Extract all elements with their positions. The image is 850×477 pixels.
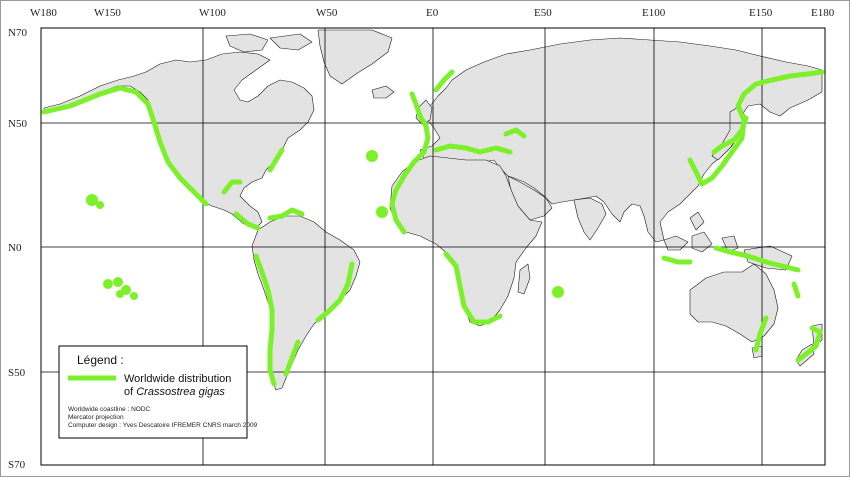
distribution-layer — [41, 69, 825, 387]
lon-label-e50: E50 — [534, 7, 552, 19]
madagascar-landmass — [517, 263, 531, 295]
iceland-landmass — [371, 85, 395, 99]
lat-label-s70: S70 — [8, 459, 26, 471]
lon-label-w150: W150 — [94, 7, 121, 19]
legend-entry-line1: Worldwide distribution — [124, 373, 231, 385]
legend-credit-coastline: Worldwide coastline : NODC — [68, 406, 151, 413]
distribution-east-australia — [753, 281, 801, 353]
arctic-islands-landmass — [225, 33, 313, 53]
distribution-indonesia-png — [661, 245, 801, 273]
lat-label-n50: N50 — [8, 118, 27, 130]
legend-credit-design: Computer design : Yves Descatoire IFREME… — [68, 422, 258, 429]
distribution-scandinavia — [433, 69, 455, 93]
distribution-us-east-coast — [267, 147, 285, 173]
distribution-islands — [86, 150, 564, 300]
lon-label-e180: E180 — [811, 7, 835, 19]
legend-credit-projection: Mercator projection — [68, 414, 124, 421]
legend-box: Légend : Worldwide distribution of Crass… — [58, 345, 258, 439]
longitude-labels: W180 W150 W100 W50 E0 E50 E100 E150 E180 — [30, 7, 835, 19]
distribution-caribbean — [267, 207, 305, 221]
lon-label-w100: W100 — [199, 7, 226, 19]
distribution-central-america — [233, 211, 261, 231]
legend-entry-line2: of Crassostrea gigas — [124, 386, 225, 398]
distribution-new-zealand — [795, 325, 823, 363]
land-masses — [43, 29, 823, 391]
eurasia-landmass — [419, 37, 823, 243]
distribution-western-europe — [389, 91, 431, 235]
distribution-gulf-of-mexico — [221, 179, 243, 195]
distribution-reunion — [552, 286, 564, 298]
distribution-polynesia-5 — [116, 290, 124, 298]
australia-landmass — [689, 263, 779, 343]
distribution-black-sea — [503, 127, 527, 139]
distribution-korea-japan — [711, 115, 749, 155]
lon-label-e150: E150 — [749, 7, 773, 19]
southeast-asia-islands-landmass — [663, 211, 793, 271]
distribution-polynesia-4 — [130, 292, 138, 300]
distribution-west-africa — [443, 251, 503, 325]
lon-label-e0: E0 — [426, 7, 439, 19]
distribution-cape-verde — [376, 206, 388, 218]
lat-label-s50: S50 — [8, 367, 26, 379]
distribution-mediterranean — [433, 143, 513, 155]
lon-label-e100: E100 — [642, 7, 666, 19]
lat-label-n0: N0 — [8, 242, 22, 254]
distribution-hawaii — [86, 194, 98, 206]
greenland-landmass — [317, 29, 393, 85]
distribution-south-america-pacific — [253, 253, 277, 387]
distribution-azores — [366, 150, 378, 162]
lon-label-w50: W50 — [316, 7, 338, 19]
distribution-hawaii-2 — [96, 201, 104, 209]
legend-frame — [58, 345, 248, 439]
legend-title: Légend : — [77, 353, 124, 367]
india-landmass — [573, 197, 607, 241]
lon-label-w180: W180 — [30, 7, 57, 19]
distribution-polynesia-2 — [113, 277, 123, 287]
lat-label-n70: N70 — [8, 27, 27, 39]
distribution-south-america-atlantic — [283, 261, 355, 377]
distribution-alaska-pacific-nw — [41, 85, 209, 207]
latitude-labels: N70 N50 N0 S50 S70 — [8, 27, 27, 471]
africa-landmass — [389, 155, 543, 327]
distribution-polynesia-1 — [103, 279, 113, 289]
